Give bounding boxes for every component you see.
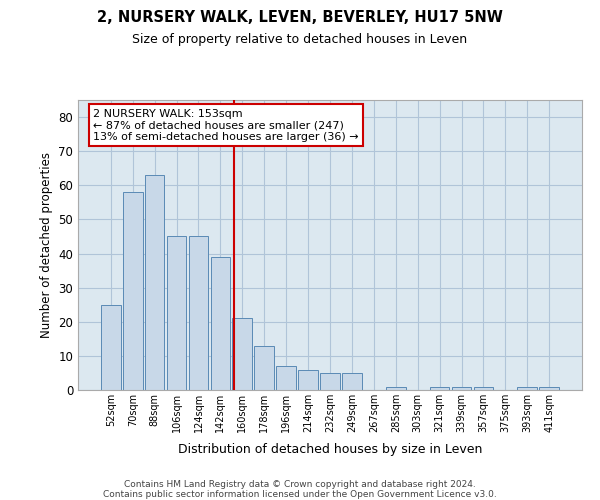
- Text: Contains HM Land Registry data © Crown copyright and database right 2024.
Contai: Contains HM Land Registry data © Crown c…: [103, 480, 497, 500]
- Bar: [473, 386, 493, 390]
- Bar: [320, 373, 340, 390]
- Bar: [167, 236, 187, 390]
- Bar: [430, 386, 449, 390]
- Y-axis label: Number of detached properties: Number of detached properties: [40, 152, 53, 338]
- Text: Size of property relative to detached houses in Leven: Size of property relative to detached ho…: [133, 32, 467, 46]
- Bar: [342, 373, 362, 390]
- Bar: [232, 318, 252, 390]
- Text: Distribution of detached houses by size in Leven: Distribution of detached houses by size …: [178, 442, 482, 456]
- Bar: [298, 370, 318, 390]
- Text: 2, NURSERY WALK, LEVEN, BEVERLEY, HU17 5NW: 2, NURSERY WALK, LEVEN, BEVERLEY, HU17 5…: [97, 10, 503, 25]
- Bar: [276, 366, 296, 390]
- Bar: [539, 386, 559, 390]
- Bar: [145, 175, 164, 390]
- Bar: [123, 192, 143, 390]
- Bar: [517, 386, 537, 390]
- Text: 2 NURSERY WALK: 153sqm
← 87% of detached houses are smaller (247)
13% of semi-de: 2 NURSERY WALK: 153sqm ← 87% of detached…: [93, 108, 359, 142]
- Bar: [386, 386, 406, 390]
- Bar: [254, 346, 274, 390]
- Bar: [101, 304, 121, 390]
- Bar: [211, 257, 230, 390]
- Bar: [188, 236, 208, 390]
- Bar: [452, 386, 472, 390]
